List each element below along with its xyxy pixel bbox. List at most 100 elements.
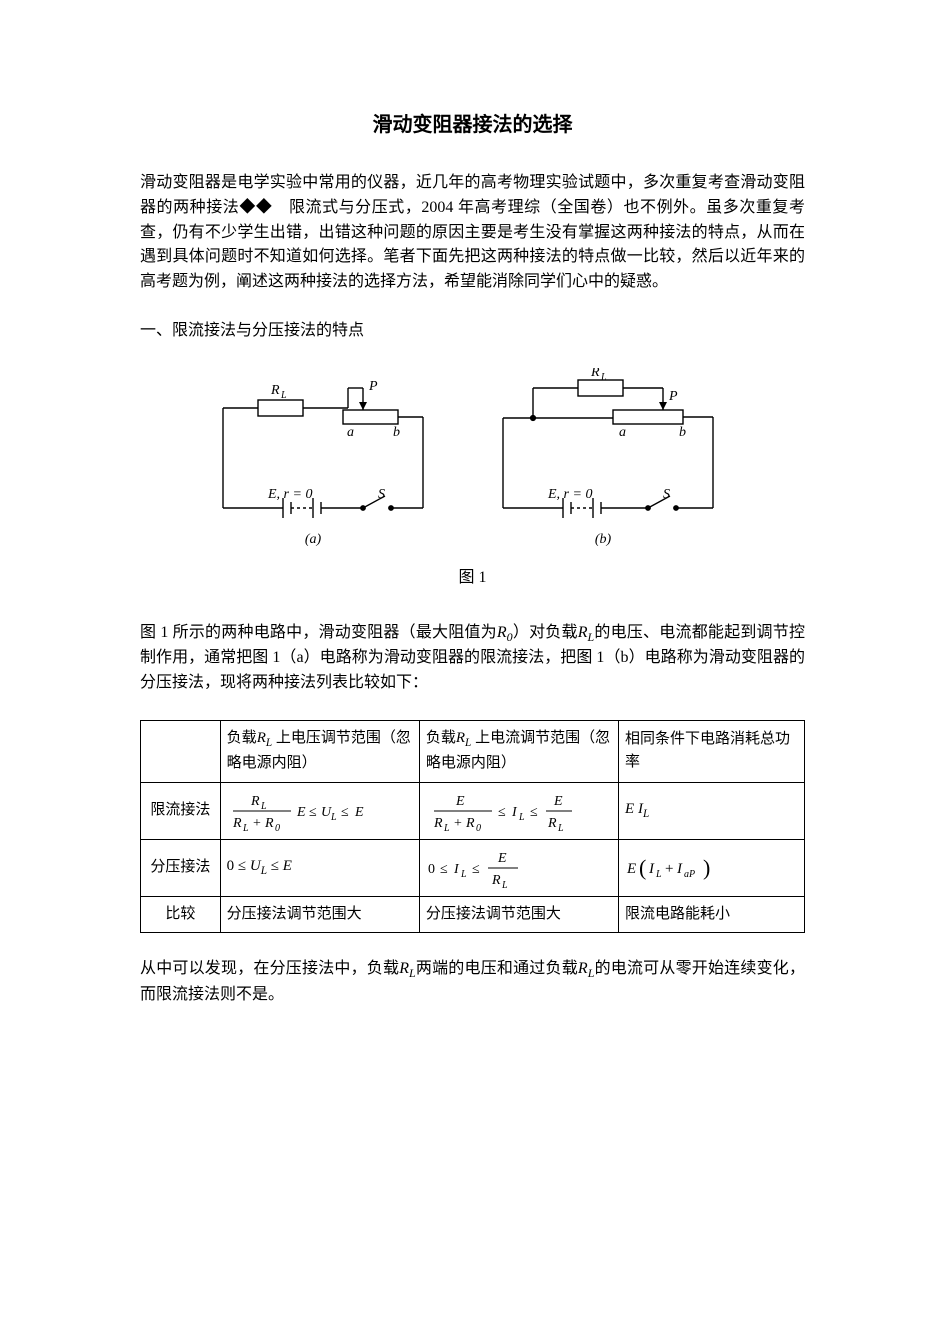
closing-text-1: 从中可以发现，在分压接法中，负载 xyxy=(140,960,399,977)
table-header-voltage: 负载RL 上电压调节范围（忽略电源内阻） xyxy=(220,720,419,782)
cell-limit-power: E IL xyxy=(619,782,805,839)
intro-paragraph: 滑动变阻器是电学实验中常用的仪器，近几年的高考物理实验试题中，多次重复考查滑动变… xyxy=(140,171,805,295)
table-row: 比较 分压接法调节范围大 分压接法调节范围大 限流电路能耗小 xyxy=(141,896,805,932)
row-label-divider: 分压接法 xyxy=(141,839,221,896)
svg-text:I: I xyxy=(511,805,518,820)
symbol-RL-icon: RL xyxy=(456,730,471,746)
svg-text:L: L xyxy=(518,812,525,823)
svg-text:(b): (b) xyxy=(594,532,611,547)
hdr-c2-prefix: 负载 xyxy=(426,730,456,746)
svg-text:+: + xyxy=(665,861,673,877)
svg-text:R: R xyxy=(232,816,242,831)
svg-text:L: L xyxy=(260,801,267,812)
svg-text:P: P xyxy=(368,379,378,394)
symbol-R0: R0 xyxy=(497,624,513,641)
svg-text:L: L xyxy=(330,812,337,823)
comparison-table: 负载RL 上电压调节范围（忽略电源内阻） 负载RL 上电流调节范围（忽略电源内阻… xyxy=(140,720,805,933)
svg-text:L: L xyxy=(600,372,607,383)
svg-text:R: R xyxy=(465,816,475,831)
svg-text:≤: ≤ xyxy=(472,862,480,877)
svg-text:L: L xyxy=(655,869,662,880)
svg-text:0: 0 xyxy=(476,823,481,833)
section-1-heading: 一、限流接法与分压接法的特点 xyxy=(140,319,805,344)
svg-text:b: b xyxy=(393,425,400,440)
svg-text:a: a xyxy=(619,425,626,440)
table-row: 限流接法 RL RL + R0 E ≤ UL ≤ E xyxy=(141,782,805,839)
cell-limit-voltage: RL RL + R0 E ≤ UL ≤ E xyxy=(220,782,419,839)
svg-text:L: L xyxy=(557,823,564,833)
table-row: 分压接法 0 ≤ UL ≤ E 0 ≤ IL ≤ E RL xyxy=(141,839,805,896)
cell-div-voltage: 0 ≤ UL ≤ E xyxy=(220,839,419,896)
svg-text:I: I xyxy=(648,861,655,877)
math-icon: E RL + R0 ≤ IL ≤ E RL xyxy=(426,789,606,833)
svg-text:E: E xyxy=(455,794,465,809)
svg-text:E: E xyxy=(497,851,507,866)
math-icon: RL RL + R0 E ≤ UL ≤ E xyxy=(227,789,397,833)
svg-text:aP: aP xyxy=(684,869,695,880)
svg-text:+: + xyxy=(253,816,261,831)
svg-text:≤: ≤ xyxy=(530,805,538,820)
cell-compare-voltage: 分压接法调节范围大 xyxy=(220,896,419,932)
hdr-c1-prefix: 负载 xyxy=(227,730,257,746)
table-row: 负载RL 上电压调节范围（忽略电源内阻） 负载RL 上电流调节范围（忽略电源内阻… xyxy=(141,720,805,782)
closing-text-2: 两端的电压和通过负载 xyxy=(416,960,578,977)
svg-text:≤: ≤ xyxy=(498,805,506,820)
svg-text:R: R xyxy=(270,383,280,398)
svg-text:≤: ≤ xyxy=(341,805,349,820)
symbol-RL-icon: RL xyxy=(399,960,415,977)
cell-div-current: 0 ≤ IL ≤ E RL xyxy=(419,839,618,896)
cell-div-power: E ( IL + IaP ) xyxy=(619,839,805,896)
math-icon: 0 ≤ IL ≤ E RL xyxy=(426,846,546,890)
svg-text:E: E xyxy=(354,805,364,820)
closing-paragraph: 从中可以发现，在分压接法中，负载RL两端的电压和通过负载RL的电流可从零开始连续… xyxy=(140,957,805,1008)
table-header-current: 负载RL 上电流调节范围（忽略电源内阻） xyxy=(419,720,618,782)
row-label-limiting: 限流接法 xyxy=(141,782,221,839)
svg-text:E: E xyxy=(626,861,636,877)
table-header-power: 相同条件下电路消耗总功率 xyxy=(619,720,805,782)
cell-compare-current: 分压接法调节范围大 xyxy=(419,896,618,932)
cell-limit-current: E RL + R0 ≤ IL ≤ E RL xyxy=(419,782,618,839)
svg-text:S: S xyxy=(378,487,385,502)
svg-text:≤: ≤ xyxy=(309,805,317,820)
table-cell-empty xyxy=(141,720,221,782)
svg-text:): ) xyxy=(703,855,710,880)
svg-text:0: 0 xyxy=(275,823,280,833)
svg-text:I: I xyxy=(676,861,683,877)
figure-1-svg: R L P a b E, r = 0 S (a) xyxy=(193,368,753,558)
svg-text:R: R xyxy=(264,816,274,831)
svg-text:L: L xyxy=(280,390,287,401)
svg-text:E, r = 0: E, r = 0 xyxy=(547,487,592,502)
svg-text:(a): (a) xyxy=(304,532,321,547)
svg-text:L: L xyxy=(242,823,249,833)
svg-text:E: E xyxy=(296,805,306,820)
svg-text:L: L xyxy=(501,880,508,890)
figure-1: R L P a b E, r = 0 S (a) xyxy=(140,368,805,558)
between-text-1: 图 1 所示的两种电路中，滑动变阻器（最大阻值为 xyxy=(140,624,497,641)
page-title: 滑动变阻器接法的选择 xyxy=(140,110,805,141)
between-paragraph: 图 1 所示的两种电路中，滑动变阻器（最大阻值为R0）对负载RL的电压、电流都能… xyxy=(140,621,805,696)
symbol-RL-icon: RL xyxy=(578,960,594,977)
svg-text:E, r = 0: E, r = 0 xyxy=(267,487,312,502)
cell-compare-power: 限流电路能耗小 xyxy=(619,896,805,932)
symbol-RL: RL xyxy=(578,624,594,641)
svg-text:P: P xyxy=(668,389,678,404)
document-page: 滑动变阻器接法的选择 滑动变阻器是电学实验中常用的仪器，近几年的高考物理实验试题… xyxy=(0,0,945,1151)
svg-text:b: b xyxy=(679,425,686,440)
between-text-2: ）对负载 xyxy=(513,624,578,641)
symbol-RL-icon: RL xyxy=(257,730,272,746)
svg-text:L: L xyxy=(443,823,450,833)
svg-text:L: L xyxy=(460,869,467,880)
svg-text:R: R xyxy=(547,816,557,831)
svg-text:R: R xyxy=(491,873,501,888)
svg-text:I: I xyxy=(453,862,460,877)
svg-text:0: 0 xyxy=(428,862,435,877)
svg-text:R: R xyxy=(433,816,443,831)
math-icon: E ( IL + IaP ) xyxy=(625,853,735,883)
svg-text:a: a xyxy=(347,425,354,440)
svg-text:≤: ≤ xyxy=(440,862,448,877)
row-label-compare: 比较 xyxy=(141,896,221,932)
svg-text:R: R xyxy=(250,794,260,809)
svg-text:S: S xyxy=(663,487,670,502)
figure-1-caption: 图 1 xyxy=(140,566,805,591)
svg-text:E: E xyxy=(553,794,563,809)
